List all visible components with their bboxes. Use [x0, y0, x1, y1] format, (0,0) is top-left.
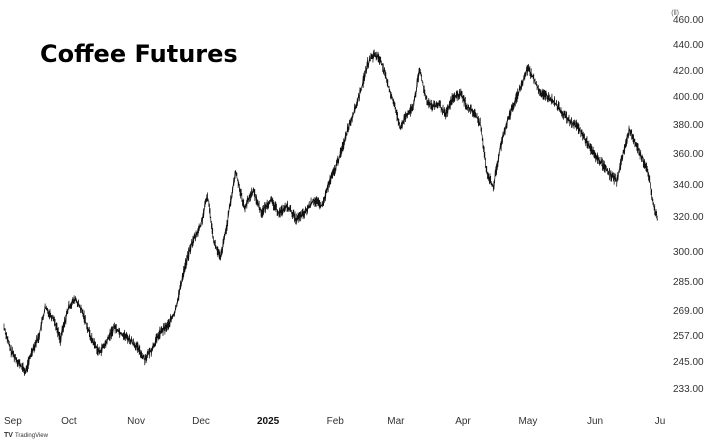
y-tick-label: 245.00	[673, 357, 704, 368]
x-tick-label: May	[518, 416, 537, 427]
y-tick-label: 320.00	[673, 212, 704, 223]
price-series-line[interactable]	[3, 49, 659, 376]
y-tick-label: 300.00	[673, 247, 704, 258]
x-tick-label: 2025	[257, 416, 280, 427]
x-tick-label: Feb	[327, 416, 345, 427]
y-tick-label: 360.00	[673, 149, 704, 160]
y-tick-label: 257.00	[673, 331, 704, 342]
y-axis[interactable]: 233.00 245.00 257.00 269.00 285.00 300.00 320.…	[673, 15, 704, 395]
x-tick-label: Apr	[455, 416, 471, 427]
watermark-text: TradingView	[14, 432, 48, 439]
y-axis-unit: (ll)	[671, 10, 679, 17]
y-tick-label: 269.00	[673, 306, 704, 317]
y-tick-label: 380.00	[673, 120, 704, 131]
y-tick-label: 285.00	[673, 277, 704, 288]
x-tick-label: Sep	[4, 416, 22, 427]
tradingview-logo-icon: TV	[4, 432, 13, 439]
x-tick-label: Dec	[192, 416, 210, 427]
x-tick-label: Ju	[655, 416, 666, 427]
chart-title: Coffee Futures	[40, 40, 238, 68]
y-tick-label: 233.00	[673, 384, 704, 395]
x-tick-label: Nov	[127, 416, 145, 427]
y-tick-label: 460.00	[673, 15, 704, 26]
y-tick-label: 440.00	[673, 40, 704, 51]
x-tick-label: Mar	[387, 416, 405, 427]
y-tick-label: 400.00	[673, 92, 704, 103]
x-axis[interactable]: Sep Oct Nov Dec 2025 Feb Mar Apr May Jun Ju	[4, 416, 665, 427]
y-tick-label: 340.00	[673, 180, 704, 191]
tradingview-watermark: TV TradingView	[4, 432, 48, 439]
x-tick-label: Jun	[587, 416, 603, 427]
x-tick-label: Oct	[61, 416, 77, 427]
plot-area[interactable]	[3, 49, 659, 376]
y-tick-label: 420.00	[673, 66, 704, 77]
